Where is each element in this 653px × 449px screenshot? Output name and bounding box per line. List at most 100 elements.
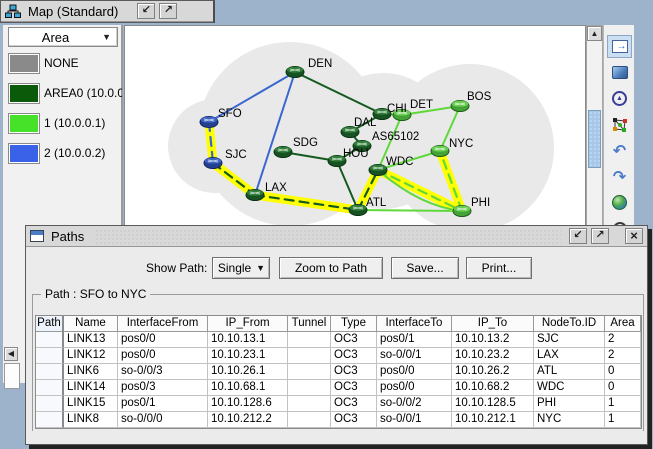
table-cell: NYC — [534, 412, 605, 428]
map-node-label: AS65102 — [372, 131, 419, 143]
map-node-PHI[interactable] — [452, 205, 472, 217]
column-header[interactable]: Area — [605, 316, 641, 332]
network-map-canvas[interactable]: SFO SJC DEN SDG LAX DAL AS65102 HOU CHI DET BOS NYC… — [124, 25, 586, 385]
map-node-ATL[interactable] — [348, 204, 368, 216]
map-link-N2-ATL[interactable] — [336, 160, 359, 211]
row-header-cell[interactable] — [36, 412, 64, 428]
map-link-SJC-LAX[interactable] — [211, 161, 257, 197]
column-header[interactable]: InterfaceTo — [377, 316, 452, 332]
row-header-cell[interactable] — [36, 332, 64, 348]
map-link-CHI-WDC[interactable] — [377, 114, 403, 171]
paths-minimize-button[interactable]: ↙ — [569, 228, 587, 244]
area-dropdown-label: Area — [41, 29, 70, 45]
column-header[interactable]: Type — [331, 316, 377, 332]
map-node-HOU[interactable] — [352, 140, 372, 152]
map-node-CHI[interactable] — [392, 109, 412, 121]
map-node-SDG[interactable] — [273, 146, 293, 158]
legend-label: 1 (10.0.0.1) — [44, 116, 106, 130]
map-node-SJC[interactable] — [203, 157, 223, 169]
area-dropdown[interactable]: Area ▼ — [8, 27, 118, 47]
table-cell: so-0/0/1 — [377, 412, 452, 428]
map-minimize-button[interactable]: ↙ — [137, 3, 156, 19]
map-link-ATL-PHI[interactable] — [357, 209, 463, 212]
column-header[interactable]: Tunnel — [288, 316, 331, 332]
globe-icon[interactable] — [607, 191, 632, 214]
table-cell: 10.10.26.2 — [452, 364, 534, 380]
table-cell — [288, 380, 331, 396]
map-link-BOS-NYC[interactable] — [439, 105, 461, 152]
map-link-WDC-NYC[interactable] — [377, 150, 441, 171]
undo-icon[interactable]: ↶ — [612, 141, 627, 160]
row-header-cell[interactable] — [36, 348, 64, 364]
column-header[interactable]: Name — [64, 316, 118, 332]
legend-item: NONE — [8, 52, 79, 74]
map-node-SFO[interactable] — [199, 116, 219, 128]
zoom-to-path-button[interactable]: Zoom to Path — [279, 257, 383, 279]
redo-icon[interactable]: ↷ — [612, 167, 627, 186]
titlebar-texture — [95, 228, 561, 244]
map-node-label: SJC — [225, 149, 247, 161]
map-window-titlebar[interactable]: Map (Standard) ↙ ↗ — [1, 1, 214, 22]
column-header-path[interactable]: Path — [36, 316, 64, 332]
table-cell: 0 — [605, 364, 641, 380]
table-cell — [288, 364, 331, 380]
map-link-DEN-LAX[interactable] — [254, 71, 296, 196]
map-maximize-button[interactable]: ↗ — [159, 3, 178, 19]
map-link-ATL-WDC[interactable] — [356, 168, 380, 212]
map-node-LAX[interactable] — [245, 189, 265, 201]
column-header[interactable]: InterfaceFrom — [118, 316, 208, 332]
table-cell: OC3 — [331, 412, 377, 428]
map-node-label: SFO — [218, 108, 242, 120]
column-header[interactable]: IP_From — [208, 316, 288, 332]
map-link-LAX-ATL[interactable] — [253, 193, 360, 212]
map-link-CHI-BOS[interactable] — [401, 105, 461, 116]
show-path-label: Show Path: — [146, 261, 208, 275]
column-header[interactable]: IP_To — [452, 316, 534, 332]
profile-icon[interactable]: ▲ — [607, 87, 632, 110]
map-node-N1[interactable] — [340, 126, 360, 138]
scroll-track[interactable] — [4, 363, 20, 389]
scrollbar-thumb[interactable] — [588, 110, 601, 168]
table-cell: OC3 — [331, 332, 377, 348]
show-panel-icon[interactable]: → — [607, 35, 632, 58]
map-node-NYC[interactable] — [430, 145, 450, 157]
table-cell: LINK6 — [64, 364, 118, 380]
row-header-cell[interactable] — [36, 380, 64, 396]
paths-close-button[interactable]: × — [625, 228, 643, 244]
table-cell: LINK14 — [64, 380, 118, 396]
table-cell — [288, 332, 331, 348]
map-link-SFO-SJC[interactable] — [207, 120, 215, 165]
map-node-BOS[interactable] — [450, 100, 470, 112]
table-cell: 10.10.212.1 — [452, 412, 534, 428]
row-header-cell[interactable] — [36, 396, 64, 412]
map-node-DEN[interactable] — [285, 66, 305, 78]
map-link-WDC-PHI[interactable] — [376, 168, 464, 213]
table-cell: 10.10.212.2 — [208, 412, 288, 428]
column-header[interactable]: NodeTo.ID — [534, 316, 605, 332]
scroll-left-button[interactable]: ◀ — [4, 347, 18, 361]
scroll-up-button[interactable]: ▲ — [587, 26, 602, 41]
row-header-cell[interactable] — [36, 364, 64, 380]
map-node-label: DET — [410, 99, 433, 111]
show-path-dropdown[interactable]: Single ▼ — [212, 257, 270, 279]
map-link-DEN-DAL[interactable] — [294, 71, 383, 115]
map-node-WDC[interactable] — [368, 164, 388, 176]
map-link-SFO-DEN[interactable] — [208, 71, 296, 123]
map-link-PHI-NYC[interactable] — [438, 149, 464, 213]
table-cell: pos0/0 — [118, 348, 208, 364]
paths-maximize-button[interactable]: ↗ — [591, 228, 609, 244]
paths-window-titlebar[interactable]: Paths ↙ ↗ × — [26, 226, 647, 247]
table-cell: LINK15 — [64, 396, 118, 412]
show-path-value: Single — [217, 261, 252, 275]
table-cell — [288, 412, 331, 428]
map-node-DAL[interactable] — [372, 108, 392, 120]
table-cell: 10.10.128.6 — [208, 396, 288, 412]
chevron-down-icon: ▼ — [102, 32, 111, 42]
save-button[interactable]: Save... — [391, 257, 459, 279]
print-button[interactable]: Print... — [466, 257, 532, 279]
map-node-N2[interactable] — [327, 155, 347, 167]
topology-icon[interactable] — [607, 113, 632, 136]
demands-icon[interactable] — [607, 61, 632, 84]
